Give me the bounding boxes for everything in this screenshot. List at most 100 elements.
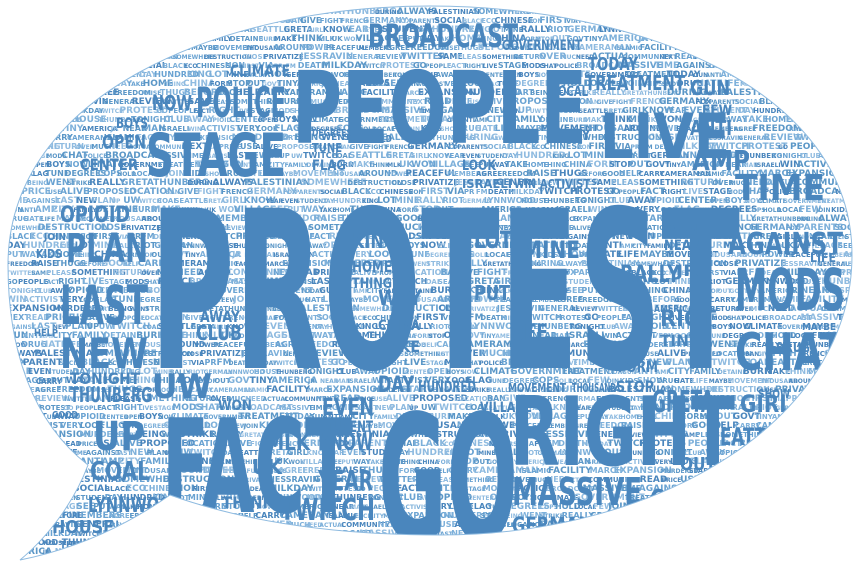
- filler-word: MAKE: [584, 116, 607, 124]
- filler-word: GUN: [319, 286, 339, 295]
- filler-word: MILKDAY: [582, 441, 613, 448]
- filler-word: DEATH: [760, 269, 786, 277]
- filler-word: NEED: [328, 98, 349, 106]
- filler-word: DAY: [321, 198, 335, 205]
- filler-word: TWITTER: [6, 270, 36, 277]
- filler-word: COAL: [332, 152, 353, 160]
- filler-word: PALESTINIAN: [331, 430, 397, 440]
- word-america: AMERICA: [654, 304, 694, 315]
- filler-word: PROPOSED: [375, 270, 412, 277]
- filler-word: KNOW: [515, 278, 540, 286]
- filler-word: NEAR: [650, 35, 672, 43]
- filler-word: ISRAELI: [566, 331, 605, 341]
- filler-word: SEE: [566, 286, 583, 295]
- filler-word: AWAY: [614, 322, 640, 331]
- filler-word: RAISE: [332, 340, 359, 349]
- filler-word: FIRST: [416, 313, 446, 323]
- filler-word: MAYBE: [344, 297, 367, 304]
- filler-word: KING: [356, 322, 378, 331]
- filler-word: TAKE: [329, 331, 352, 340]
- filler-word: MURDERED: [161, 8, 206, 16]
- filler-word: NEW: [451, 529, 472, 538]
- filler-word: NEW: [649, 358, 673, 368]
- filler-word: SOCIAL: [483, 143, 512, 151]
- word-away: AWAY: [200, 307, 240, 326]
- filler-word: MAYBE: [274, 171, 297, 178]
- filler-word: MARCH: [759, 169, 796, 179]
- filler-word: NON: [408, 189, 423, 196]
- filler-word: THUNBERG: [848, 403, 859, 413]
- filler-word: AMP: [175, 36, 191, 43]
- word-king: KING: [352, 229, 397, 253]
- filler-word: TIME: [71, 450, 87, 457]
- filler-word: TREATMENT: [625, 70, 679, 79]
- filler-word: TODAY: [285, 412, 315, 421]
- filler-word: ISLAMIC: [241, 387, 269, 394]
- filler-word: SOCIAL: [320, 189, 345, 196]
- filler-word: HUNDRED: [753, 107, 792, 115]
- filler-word: VILLAGE: [623, 538, 665, 548]
- filler-word: ALIVE: [482, 97, 508, 106]
- filler-word: VIA: [443, 314, 457, 322]
- filler-word: ALIVE: [572, 225, 591, 232]
- filler-word: READ: [333, 394, 361, 404]
- filler-word: TODAY: [662, 495, 685, 502]
- filler-word: CHAT: [273, 529, 297, 538]
- filler-word: TODAY: [850, 196, 859, 205]
- filler-word: WENT: [708, 340, 739, 350]
- filler-word: CHAT: [143, 279, 162, 286]
- word-tiny: TINY: [660, 331, 700, 350]
- filler-word: MURDERED: [53, 304, 104, 313]
- filler-word: TONIGHT: [691, 26, 727, 34]
- filler-word: GIRL: [212, 324, 228, 331]
- filler-word: FLAG: [482, 81, 500, 88]
- filler-word: PEOPLE: [168, 107, 198, 115]
- filler-word: KING: [468, 25, 490, 34]
- filler-word: OUT: [552, 34, 571, 43]
- filler-word: AGREE: [384, 44, 410, 52]
- filler-word: DAY: [418, 26, 435, 34]
- filler-word: TONIGHT: [368, 494, 404, 502]
- filler-word: YEAR: [443, 152, 465, 160]
- filler-word: BOYS: [511, 493, 535, 502]
- filler-word: DURING: [528, 259, 564, 268]
- filler-word: RAISE: [141, 90, 161, 97]
- filler-word: TUNE: [406, 250, 430, 259]
- filler-word: VERY: [637, 205, 660, 214]
- filler-word: PLEASE: [457, 53, 487, 61]
- filler-word: NON: [730, 394, 750, 403]
- filler-word: KIDS: [421, 124, 443, 133]
- filler-word: FM: [238, 485, 250, 493]
- filler-word: FOX: [444, 143, 460, 151]
- filler-word: STOP: [537, 36, 556, 43]
- filler-word: CLUB: [286, 241, 312, 251]
- filler-word: BOYS: [828, 27, 846, 34]
- filler-word: POLICE: [518, 484, 550, 493]
- filler-word: GRETATHUNBERG: [406, 134, 475, 142]
- filler-word: CLUB: [418, 71, 438, 79]
- filler-word: NEED: [768, 304, 795, 314]
- filler-word: PALESTINIAN: [428, 8, 479, 16]
- filler-word: PRICE: [355, 396, 375, 403]
- filler-word: MAKE: [152, 205, 181, 215]
- filler-word: ALIVE: [354, 269, 377, 277]
- filler-word: STUDENT: [286, 323, 323, 331]
- filler-word: COMMUNITY: [6, 440, 56, 448]
- filler-word: UP: [650, 232, 662, 241]
- filler-word: JR: [42, 549, 50, 556]
- filler-word: FLAG: [804, 34, 827, 43]
- filler-word: DETAINE: [230, 35, 264, 43]
- filler-word: RALLY: [732, 403, 759, 412]
- filler-word: BAN: [170, 313, 189, 322]
- filler-word: CHAT: [727, 315, 746, 322]
- filler-word: GOVT: [460, 331, 485, 340]
- filler-word: LOT: [209, 70, 229, 80]
- filler-word: BROADCAST: [457, 232, 520, 242]
- word-anti: ANTI: [690, 116, 732, 140]
- filler-word: ECO: [653, 270, 667, 277]
- filler-word: CLUB: [336, 368, 356, 376]
- filler-word: FRENCH: [717, 223, 758, 233]
- filler-word: LOCAL: [791, 332, 817, 340]
- filler-word: HATE: [150, 43, 176, 53]
- filler-word: WON: [33, 81, 50, 88]
